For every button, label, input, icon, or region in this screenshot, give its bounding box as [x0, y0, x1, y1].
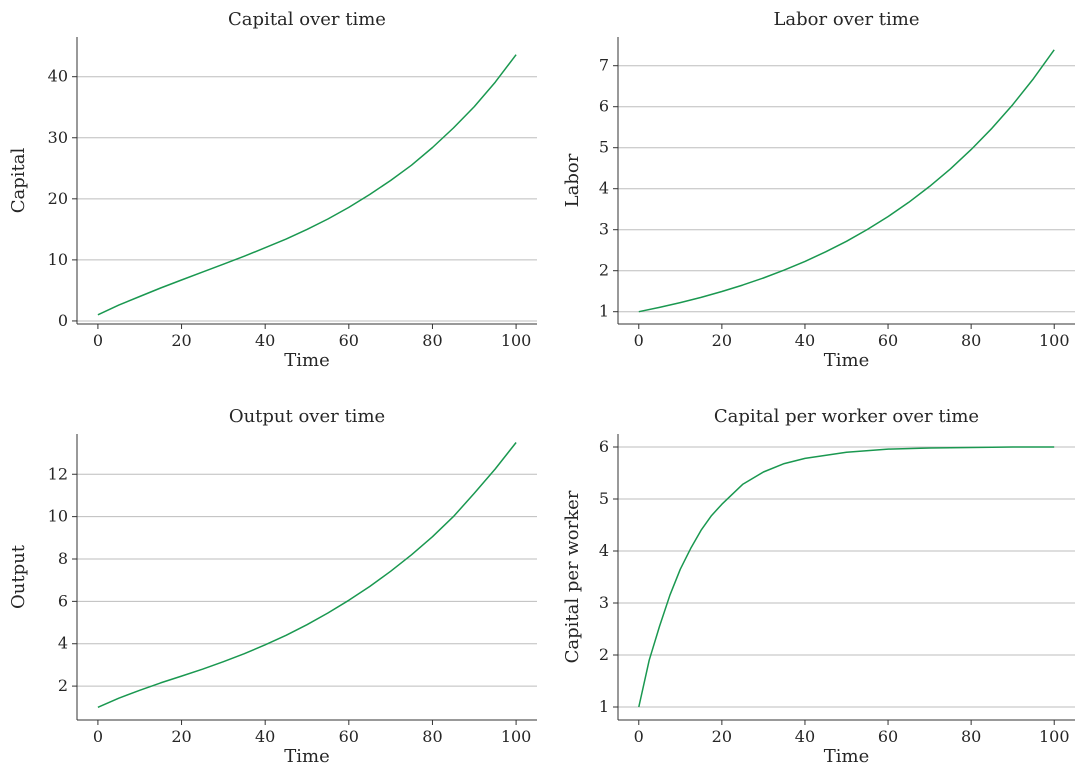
x-axis-label: Time [824, 350, 869, 371]
chart-title: Labor over time [773, 9, 919, 30]
y-tick-label: 6 [58, 591, 68, 610]
y-tick-label: 3 [599, 220, 609, 239]
series-line [97, 54, 517, 316]
x-tick-label: 0 [634, 331, 644, 350]
chart-title: Capital per worker over time [714, 406, 979, 427]
x-tick-label: 40 [255, 331, 275, 350]
x-tick-label: 100 [501, 331, 532, 350]
x-tick-label: 0 [93, 727, 103, 746]
x-tick-label: 20 [171, 331, 191, 350]
x-tick-label: 80 [961, 331, 981, 350]
x-tick-label: 80 [961, 727, 981, 746]
x-tick-label: 60 [339, 331, 359, 350]
y-tick-label: 6 [599, 437, 609, 456]
y-tick-label: 4 [599, 541, 609, 560]
y-tick-label: 1 [599, 302, 609, 321]
x-tick-label: 40 [795, 331, 815, 350]
x-tick-label: 20 [171, 727, 191, 746]
x-tick-label: 40 [795, 727, 815, 746]
y-tick-label: 7 [599, 56, 609, 75]
series-line [638, 446, 1055, 708]
y-tick-label: 6 [599, 97, 609, 116]
y-tick-label: 5 [599, 489, 609, 508]
x-tick-label: 100 [501, 727, 532, 746]
x-tick-label: 0 [634, 727, 644, 746]
y-tick-label: 2 [599, 261, 609, 280]
x-tick-label: 80 [422, 727, 442, 746]
y-tick-label: 12 [48, 464, 68, 483]
y-tick-label: 2 [58, 676, 68, 695]
y-tick-label: 30 [48, 128, 68, 147]
chart-title: Output over time [229, 406, 385, 427]
x-tick-label: 60 [878, 331, 898, 350]
y-axis-label: Capital per worker [562, 490, 583, 663]
chart-panel-2: 2 4 6 8 10 12 0 20 40 60 80 100 Output over time Time… [8, 406, 537, 767]
y-tick-label: 20 [48, 189, 68, 208]
y-tick-label: 4 [58, 634, 68, 653]
x-tick-label: 60 [878, 727, 898, 746]
y-tick-label: 4 [599, 179, 609, 198]
y-tick-label: 2 [599, 645, 609, 664]
y-axis-label: Output [8, 544, 29, 609]
y-axis-label: Capital [8, 148, 29, 214]
x-tick-label: 0 [93, 331, 103, 350]
x-tick-label: 100 [1039, 727, 1070, 746]
chart-panel-0: 0 10 20 30 40 0 20 40 60 80 100 Capital over time Ti… [8, 9, 537, 371]
chart-panel-1: 1 2 3 4 5 6 7 0 20 40 60 80 100 Labor over time Time La… [562, 9, 1075, 371]
y-tick-label: 0 [58, 311, 68, 330]
x-tick-label: 40 [255, 727, 275, 746]
x-tick-label: 80 [422, 331, 442, 350]
y-tick-label: 40 [48, 67, 68, 86]
x-axis-label: Time [824, 746, 869, 767]
x-tick-label: 60 [339, 727, 359, 746]
x-axis-label: Time [284, 746, 329, 767]
x-tick-label: 20 [712, 727, 732, 746]
y-tick-label: 3 [599, 593, 609, 612]
series-line [638, 49, 1055, 313]
y-tick-label: 10 [48, 250, 68, 269]
x-tick-label: 20 [712, 331, 732, 350]
y-tick-label: 1 [599, 697, 609, 716]
y-axis-label: Labor [562, 153, 583, 207]
y-tick-label: 10 [48, 507, 68, 526]
y-tick-label: 8 [58, 549, 68, 568]
chart-title: Capital over time [228, 9, 386, 30]
x-axis-label: Time [284, 350, 329, 371]
x-tick-label: 100 [1039, 331, 1070, 350]
series-line [97, 442, 517, 708]
y-tick-label: 5 [599, 138, 609, 157]
